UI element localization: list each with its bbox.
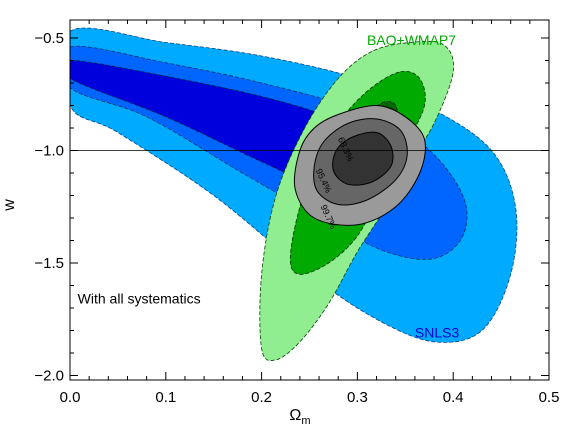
- x-tick-label-2: 0.2: [251, 389, 272, 406]
- x-axis-label-subscript: m: [301, 415, 310, 427]
- contour-regions: [70, 27, 518, 361]
- contour-series-2: [293, 104, 426, 226]
- y-tick-label-1: −1.5: [34, 255, 64, 272]
- axis-ticks: [69, 20, 550, 380]
- y-tick-label-3: −0.5: [34, 30, 64, 47]
- x-tick-label-0: 0.0: [60, 389, 81, 406]
- annotation-1: SNLS3: [415, 324, 460, 340]
- x-tick-label-4: 0.4: [443, 389, 464, 406]
- y-axis-label: w: [1, 199, 18, 212]
- x-tick-label-5: 0.5: [539, 389, 560, 406]
- x-axis-label-main: Ω: [289, 407, 301, 424]
- contour-region-2-2: [332, 131, 394, 186]
- annotation-2: With all systematics: [78, 291, 201, 307]
- y-tick-label-2: −1.0: [34, 143, 64, 160]
- x-tick-label-1: 0.1: [155, 389, 176, 406]
- annotation-0: BAO+WMAP7: [367, 32, 456, 48]
- plot-frame: [69, 19, 550, 381]
- x-tick-label-3: 0.3: [347, 389, 368, 406]
- tick-labels: 0.0 0.1 0.2 0.3 0.4 0.5 −2.0 −1.5 −1.0 −0.5: [34, 30, 559, 406]
- x-axis-label: Ωm: [289, 407, 310, 427]
- annotations: BAO+WMAP7 SNLS3 With all systematics: [78, 32, 460, 341]
- y-tick-label-0: −2.0: [34, 368, 64, 385]
